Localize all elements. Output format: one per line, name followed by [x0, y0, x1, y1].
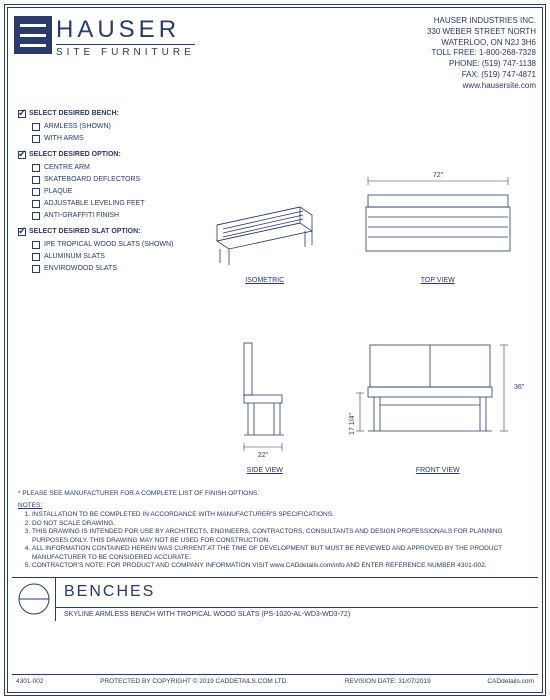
dim-height: 36": [514, 384, 525, 391]
footer-revision: REVISION DATE: 31/07/2019: [345, 678, 431, 685]
option-group-option: SELECT DESIRED OPTION: CENTRE ARM SKATEB…: [18, 151, 192, 220]
opt-label: SKATEBOARD DEFLECTORS: [44, 176, 140, 183]
logo-icon: [14, 16, 52, 54]
finish-note: * PLEASE SEE MANUFACTURER FOR A COMPLETE…: [18, 490, 532, 498]
company-info: HAUSER INDUSTRIES INC. 330 WEBER STREET …: [427, 16, 536, 92]
drawing-label: FRONT VIEW: [416, 467, 460, 474]
opt-label: IPE TROPICAL WOOD SLATS (SHOWN): [44, 241, 173, 248]
option-group-bench: SELECT DESIRED BENCH: ARMLESS (SHOWN) WI…: [18, 110, 192, 143]
checkbox-icon[interactable]: [32, 176, 40, 184]
company-name: HAUSER INDUSTRIES INC.: [427, 16, 536, 27]
title-block: BENCHES SKYLINE ARMLESS BENCH WITH TROPI…: [12, 577, 538, 621]
logo-main-text: HAUSER: [56, 16, 195, 44]
company-fax: FAX: (519) 747-4871: [427, 70, 536, 81]
checkbox-icon[interactable]: [32, 241, 40, 249]
main-area: SELECT DESIRED BENCH: ARMLESS (SHOWN) WI…: [12, 102, 538, 482]
group-title: SELECT DESIRED BENCH:: [29, 110, 119, 117]
checkbox-icon[interactable]: [32, 135, 40, 143]
drawing-label: TOP VIEW: [421, 277, 455, 284]
title-product: SKYLINE ARMLESS BENCH WITH TROPICAL WOOD…: [56, 608, 538, 621]
drawing-front: 36" 17 1/4" FRONT VIEW: [342, 296, 535, 478]
dim-width: 72": [433, 172, 444, 179]
company-tollfree: TOLL FREE: 1-800-268-7328: [427, 48, 536, 59]
footer-ref: 4301-002: [16, 678, 43, 685]
notes-block: * PLEASE SEE MANUFACTURER FOR A COMPLETE…: [12, 490, 538, 571]
footer-site: CADdetails.com: [487, 678, 534, 685]
group-title: SELECT DESIRED OPTION:: [29, 151, 121, 158]
checkbox-icon[interactable]: [32, 253, 40, 261]
drawing-label: SIDE VIEW: [247, 467, 283, 474]
checkbox-icon: [18, 228, 26, 236]
header: HAUSER SITE FURNITURE HAUSER INDUSTRIES …: [12, 12, 538, 92]
drawing-top: 72" TOP VIEW: [342, 106, 535, 288]
footer: 4301-002 PROTECTED BY COPYRIGHT © 2019 C…: [12, 674, 538, 688]
checkbox-icon[interactable]: [32, 265, 40, 273]
company-web[interactable]: www.hausersite.com: [463, 81, 536, 90]
drawing-label: ISOMETRIC: [245, 277, 284, 284]
note-item: CONTRACTOR'S NOTE: FOR PRODUCT AND COMPA…: [32, 562, 532, 570]
opt-label: CENTRE ARM: [44, 164, 90, 171]
title-circle-icon: [12, 578, 56, 621]
checkbox-icon[interactable]: [32, 200, 40, 208]
checkbox-icon[interactable]: [32, 188, 40, 196]
note-item: DO NOT SCALE DRAWING.: [32, 520, 532, 528]
logo-block: HAUSER SITE FURNITURE: [14, 16, 195, 92]
opt-label: ADJUSTABLE LEVELING FEET: [44, 200, 145, 207]
company-addr1: 330 WEBER STREET NORTH: [427, 27, 536, 38]
bench-top-icon: 72": [353, 161, 523, 271]
opt-label: ALUMINUM SLATS: [44, 253, 105, 260]
note-item: INSTALLATION TO BE COMPLETED IN ACCORDAN…: [32, 511, 532, 519]
drawing-isometric: ISOMETRIC: [196, 106, 334, 288]
bench-front-icon: 36" 17 1/4": [348, 331, 528, 461]
options-column: SELECT DESIRED BENCH: ARMLESS (SHOWN) WI…: [12, 102, 192, 482]
checkbox-icon[interactable]: [32, 123, 40, 131]
note-item: ALL INFORMATION CONTAINED HEREIN WAS CUR…: [32, 545, 532, 562]
checkbox-icon: [18, 151, 26, 159]
drawings-grid: ISOMETRIC 72": [192, 102, 538, 482]
opt-label: WITH ARMS: [44, 135, 84, 142]
notes-heading: NOTES:: [18, 502, 532, 510]
company-addr2: WATERLOO, ON N2J 3H6: [427, 38, 536, 49]
drawing-side: 22" SIDE VIEW: [196, 296, 334, 478]
checkbox-icon: [18, 110, 26, 118]
option-group-slat: SELECT DESIRED SLAT OPTION: IPE TROPICAL…: [18, 228, 192, 273]
notes-list: INSTALLATION TO BE COMPLETED IN ACCORDAN…: [18, 511, 532, 570]
footer-copyright: PROTECTED BY COPYRIGHT © 2019 CADDETAILS…: [100, 678, 288, 685]
logo-sub-text: SITE FURNITURE: [56, 44, 195, 58]
bench-isometric-icon: [205, 171, 325, 271]
opt-label: ANTI-GRAFFITI FINISH: [44, 212, 119, 219]
title-category: BENCHES: [56, 578, 538, 608]
note-item: THIS DRAWING IS INTENDED FOR USE BY ARCH…: [32, 528, 532, 545]
page-content: HAUSER SITE FURNITURE HAUSER INDUSTRIES …: [12, 12, 538, 688]
company-phone: PHONE: (519) 747-1138: [427, 59, 536, 70]
dim-depth: 22": [258, 452, 269, 459]
bench-side-icon: 22": [220, 331, 310, 461]
dim-seat-height: 17 1/4": [349, 412, 356, 434]
opt-label: PLAQUE: [44, 188, 72, 195]
checkbox-icon[interactable]: [32, 212, 40, 220]
checkbox-icon[interactable]: [32, 164, 40, 172]
group-title: SELECT DESIRED SLAT OPTION:: [29, 228, 141, 235]
opt-label: ARMLESS (SHOWN): [44, 123, 111, 130]
opt-label: ENVIROWOOD SLATS: [44, 265, 117, 272]
